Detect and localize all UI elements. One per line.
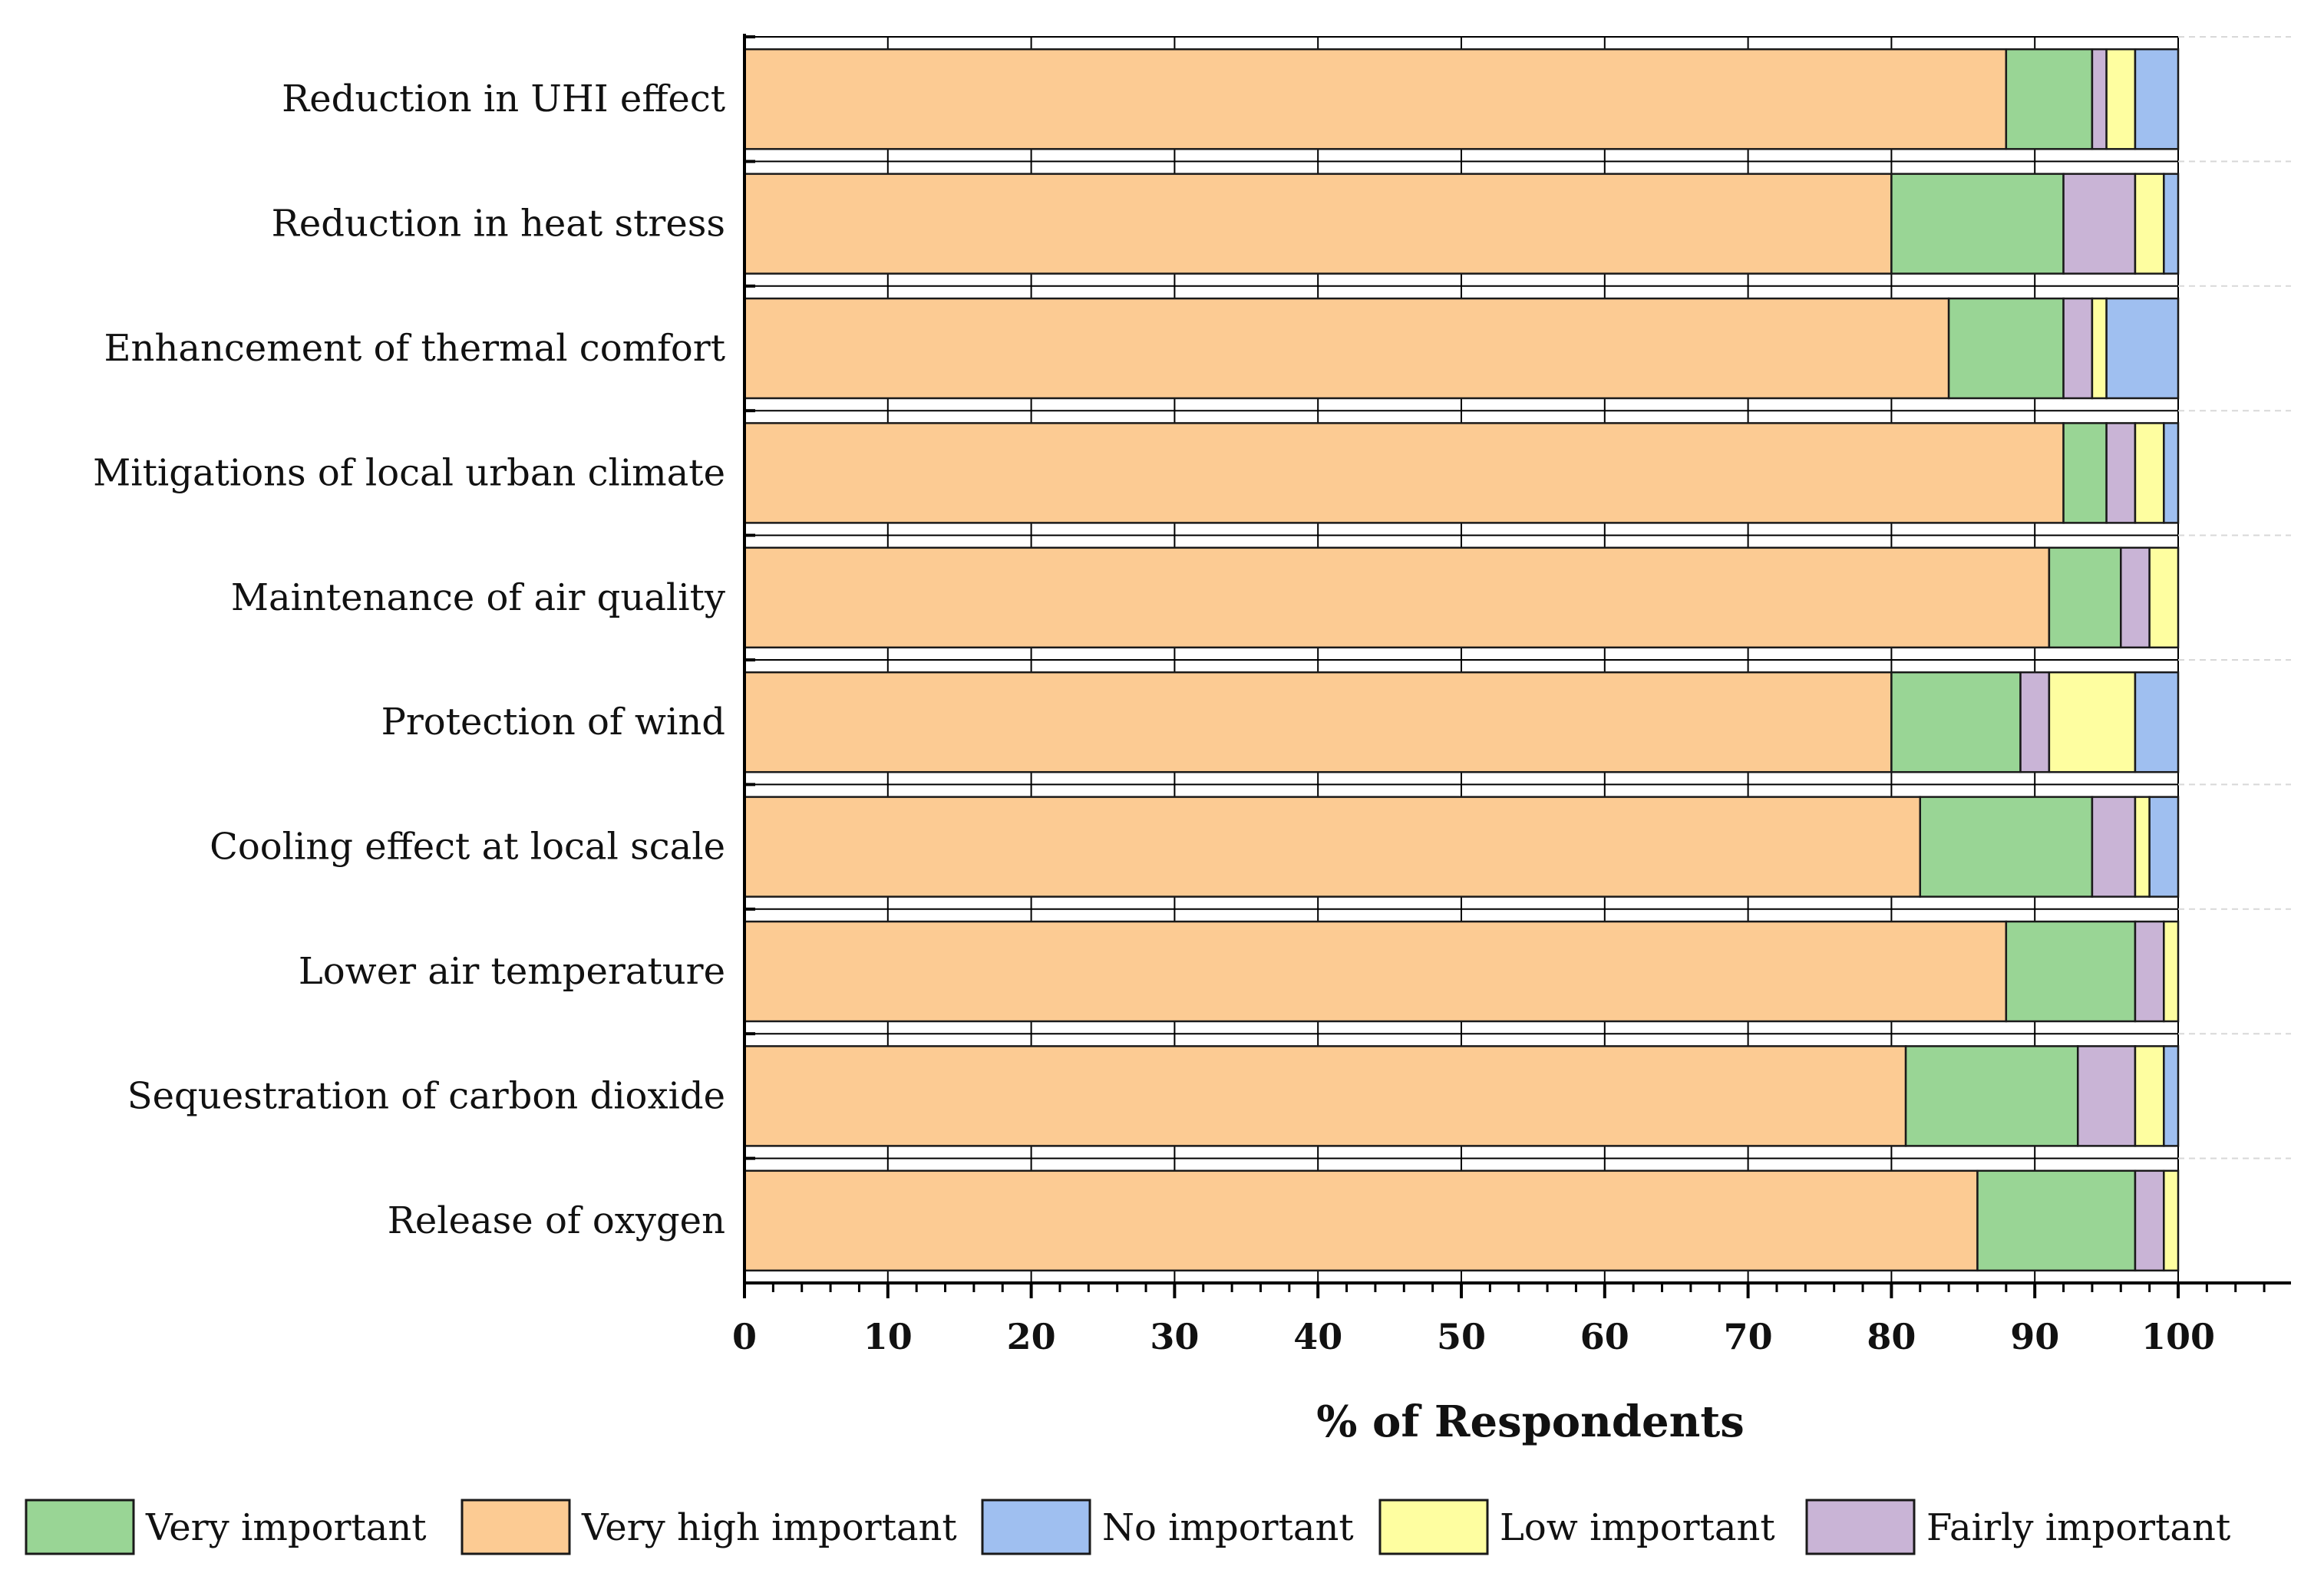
bar-segment-3-0 [743, 422, 2065, 524]
bar-segment-2-2 [2062, 297, 2094, 400]
x-tick-label-50: 50 [1437, 1316, 1486, 1357]
bar-segment-0-3 [2105, 48, 2137, 150]
bar-segment-1-2 [2062, 173, 2137, 275]
category-label-7: Lower air temperature [299, 950, 725, 993]
bar-segment-1-4 [2163, 173, 2180, 275]
bar-segment-5-0 [743, 671, 1893, 773]
category-label-0: Reduction in UHI effect [282, 77, 725, 120]
bar-segment-0-4 [2134, 48, 2180, 150]
x-tick-label-20: 20 [1007, 1316, 1056, 1357]
x-tick-label-90: 90 [2010, 1316, 2059, 1357]
category-label-2: Enhancement of thermal comfort [104, 327, 725, 370]
bar-segment-8-2 [2076, 1045, 2137, 1147]
legend-label-2: No important [1102, 1506, 1354, 1549]
bar-segment-4-3 [2148, 546, 2180, 649]
bar-segment-6-3 [2134, 796, 2151, 898]
bar-segment-6-1 [1919, 796, 2094, 898]
bar-segment-4-0 [743, 546, 2051, 649]
bar-segment-3-3 [2134, 422, 2165, 524]
bar-segment-9-3 [2163, 1169, 2180, 1272]
legend-swatch-2 [981, 1499, 1091, 1555]
x-tick-label-10: 10 [863, 1316, 913, 1357]
category-label-1: Reduction in heat stress [272, 203, 725, 246]
legend-swatch-3 [1378, 1499, 1489, 1555]
bar-segment-2-4 [2105, 297, 2180, 400]
bar-segment-8-0 [743, 1045, 1907, 1147]
category-label-5: Protection of wind [381, 701, 725, 744]
x-tick-label-40: 40 [1293, 1316, 1342, 1357]
x-tick-label-60: 60 [1580, 1316, 1629, 1357]
bar-segment-2-3 [2091, 297, 2108, 400]
bar-segment-1-1 [1890, 173, 2065, 275]
category-label-9: Release of oxygen [388, 1199, 725, 1242]
bar-segment-3-1 [2062, 422, 2108, 524]
bar-segment-9-2 [2134, 1169, 2165, 1272]
category-label-8: Sequestration of carbon dioxide [127, 1074, 725, 1117]
legend-swatch-0 [25, 1499, 135, 1555]
category-label-4: Maintenance of air quality [231, 576, 725, 619]
x-tick-label-70: 70 [1724, 1316, 1773, 1357]
bar-segment-5-1 [1890, 671, 2022, 773]
legend-label-1: Very high important [581, 1506, 957, 1549]
bar-segment-0-1 [2005, 48, 2094, 150]
bar-segment-6-2 [2091, 796, 2137, 898]
bar-segment-0-2 [2091, 48, 2108, 150]
bar-segment-3-4 [2163, 422, 2180, 524]
bar-segment-4-1 [2048, 546, 2122, 649]
bar-segment-7-2 [2134, 920, 2165, 1023]
bar-segment-8-4 [2163, 1045, 2180, 1147]
bar-segment-5-3 [2048, 671, 2137, 773]
bar-segment-1-3 [2134, 173, 2165, 275]
bar-segment-5-2 [2019, 671, 2051, 773]
bar-segment-8-3 [2134, 1045, 2165, 1147]
bar-segment-4-2 [2120, 546, 2151, 649]
category-label-3: Mitigations of local urban climate [93, 451, 725, 494]
bar-segment-7-1 [2005, 920, 2137, 1023]
bar-segment-2-1 [1947, 297, 2065, 400]
x-axis-title: % of Respondents [1316, 1397, 1744, 1447]
bar-segment-2-0 [743, 297, 1950, 400]
bar-segment-7-0 [743, 920, 2008, 1023]
bar-segment-3-2 [2105, 422, 2137, 524]
bar-segment-8-1 [1904, 1045, 2079, 1147]
bar-segment-6-4 [2148, 796, 2180, 898]
bar-segment-0-0 [743, 48, 2008, 150]
bar-segment-6-0 [743, 796, 1922, 898]
legend-swatch-1 [461, 1499, 571, 1555]
category-label-6: Cooling effect at local scale [210, 826, 725, 869]
legend-swatch-4 [1805, 1499, 1916, 1555]
x-tick-label-80: 80 [1867, 1316, 1916, 1357]
legend-label-0: Very important [145, 1506, 427, 1549]
bar-segment-5-4 [2134, 671, 2180, 773]
legend-label-4: Fairly important [1926, 1506, 2230, 1549]
bar-segment-1-0 [743, 173, 1893, 275]
x-tick-label-0: 0 [732, 1316, 757, 1357]
x-tick-label-30: 30 [1150, 1316, 1199, 1357]
bar-segment-7-3 [2163, 920, 2180, 1023]
legend-label-3: Low important [1500, 1506, 1775, 1549]
bar-segment-9-0 [743, 1169, 1979, 1272]
bar-segment-9-1 [1976, 1169, 2137, 1272]
x-tick-label-100: 100 [2141, 1316, 2215, 1357]
